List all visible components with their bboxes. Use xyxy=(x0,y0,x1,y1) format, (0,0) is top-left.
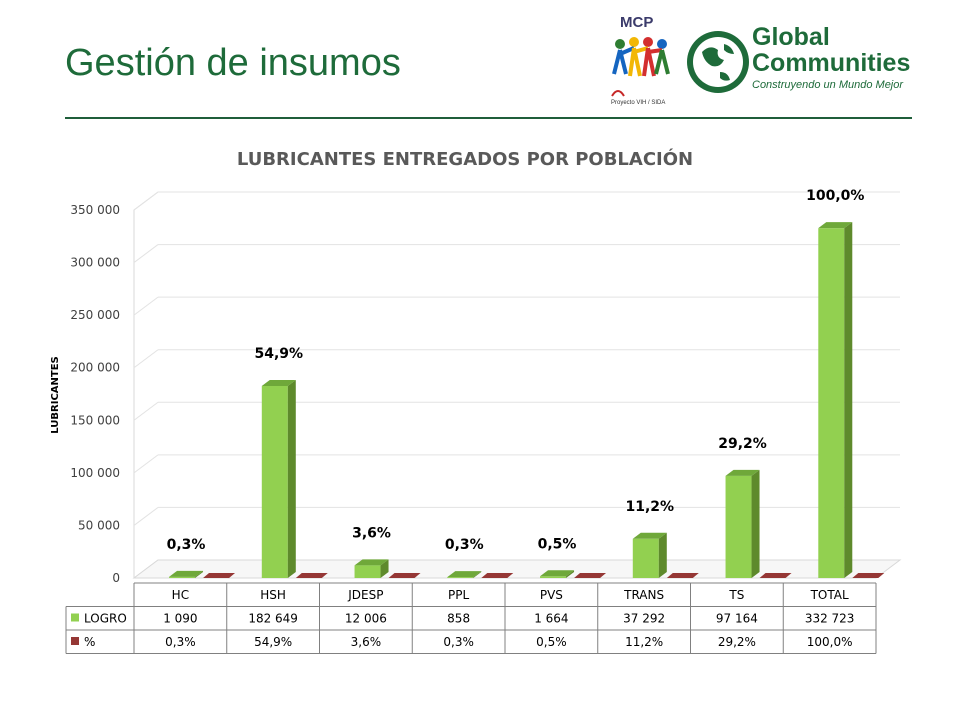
data-label: 0,3% xyxy=(167,537,206,553)
y-tick-label: 100 000 xyxy=(70,466,120,480)
y-tick-label: 0 xyxy=(112,571,120,585)
legend-label-logro: LOGRO xyxy=(84,612,127,626)
bar-logro-top xyxy=(169,570,204,577)
bar-logro-top xyxy=(725,469,760,476)
chart-title: LUBRICANTES ENTREGADOS POR POBLACIÓN xyxy=(237,148,693,170)
table-cell-logro: 37 292 xyxy=(623,612,665,626)
gridline-side xyxy=(133,507,159,526)
mcp-logo-text: MCP xyxy=(620,14,654,31)
y-tick-label: 250 000 xyxy=(70,308,120,322)
table-cell-logro: 332 723 xyxy=(805,612,855,626)
title-divider xyxy=(65,117,912,119)
bar-logro-side xyxy=(844,222,853,578)
y-tick-label: 150 000 xyxy=(70,413,120,427)
x-tick-label: TRANS xyxy=(623,588,664,602)
gridline-side xyxy=(133,349,159,369)
x-tick-label: TOTAL xyxy=(810,588,849,602)
table-cell-pct: 0,5% xyxy=(536,635,567,649)
table-cell-pct: 11,2% xyxy=(625,635,663,649)
bar-logro-side xyxy=(751,469,760,578)
data-label: 29,2% xyxy=(718,436,767,452)
bar-pct xyxy=(574,573,607,578)
bar-logro xyxy=(354,565,381,578)
y-tick-label: 300 000 xyxy=(70,256,120,270)
bar-logro-top xyxy=(818,222,853,229)
y-tick-label: 50 000 xyxy=(78,518,120,532)
bar-logro-top xyxy=(447,571,482,578)
bar-logro-side xyxy=(473,571,482,578)
x-tick-label: PPL xyxy=(448,588,469,602)
bar-pct xyxy=(295,573,328,578)
bar-logro xyxy=(261,385,288,578)
bar-logro-top xyxy=(540,570,575,577)
gridline-side xyxy=(133,454,159,474)
y-tick-label: 200 000 xyxy=(70,361,120,375)
bar-logro xyxy=(169,576,196,578)
gridline-side xyxy=(133,401,159,421)
bar-logro xyxy=(725,475,752,578)
data-label: 100,0% xyxy=(806,188,864,204)
bar-logro xyxy=(540,576,567,578)
table-cell-pct: 0,3% xyxy=(443,635,474,649)
table-cell-logro: 1 090 xyxy=(163,612,197,626)
mcp-figures-icon xyxy=(611,37,670,97)
data-label: 11,2% xyxy=(626,499,675,515)
bar-logro-top xyxy=(261,379,296,386)
bar-pct xyxy=(666,573,699,578)
x-tick-label: HSH xyxy=(260,588,286,602)
legend-swatch-logro xyxy=(71,613,79,622)
data-label: 54,9% xyxy=(255,346,304,362)
bar-logro xyxy=(632,538,659,578)
bar-logro-side xyxy=(195,570,204,578)
global-communities-tagline: Construyendo un Mundo Mejor xyxy=(752,79,904,91)
y-axis-label: LUBRICANTES xyxy=(50,356,61,433)
table-cell-pct: 29,2% xyxy=(718,635,756,649)
chart-left-wall xyxy=(133,191,159,578)
table-cell-pct: 54,9% xyxy=(254,635,292,649)
bar-logro-top xyxy=(354,559,389,566)
bar-logro-side xyxy=(566,570,575,578)
x-tick-label: PVS xyxy=(540,588,563,602)
table-cell-pct: 3,6% xyxy=(351,635,382,649)
table-cell-pct: 0,3% xyxy=(165,635,196,649)
gridline-side xyxy=(133,296,159,316)
gridline-side xyxy=(133,191,159,211)
table-cell-pct: 100,0% xyxy=(807,635,853,649)
table-cell-logro: 1 664 xyxy=(534,612,568,626)
bar-pct xyxy=(203,573,236,578)
bar-pct xyxy=(388,573,421,578)
global-communities-line2: Communities xyxy=(752,49,911,77)
bar-logro xyxy=(447,577,474,578)
page-title: Gestión de insumos xyxy=(65,42,401,84)
bar-logro xyxy=(818,228,845,578)
bar-pct xyxy=(759,573,792,578)
data-label: 0,3% xyxy=(445,537,484,553)
globe-icon xyxy=(687,31,749,93)
x-tick-label: TS xyxy=(728,588,744,602)
bar-logro-side xyxy=(287,379,296,578)
bar-pct xyxy=(852,573,885,578)
bar-pct xyxy=(481,573,514,578)
global-communities-line1: Global xyxy=(752,23,830,51)
table-cell-logro: 12 006 xyxy=(345,612,387,626)
table-cell-logro: 97 164 xyxy=(716,612,758,626)
table-cell-logro: 182 649 xyxy=(248,612,298,626)
x-tick-label: JDESP xyxy=(347,588,383,602)
data-label: 3,6% xyxy=(352,525,391,541)
x-tick-label: HC xyxy=(172,588,189,602)
data-label: 0,5% xyxy=(538,536,577,552)
bar-logro-side xyxy=(380,559,389,578)
legend-label-pct: % xyxy=(84,635,95,649)
bar-logro-side xyxy=(658,532,667,578)
bar-logro-top xyxy=(632,532,667,539)
table-cell-logro: 858 xyxy=(447,612,470,626)
y-tick-label: 350 000 xyxy=(70,203,120,217)
legend-swatch-pct xyxy=(71,637,79,645)
gridline-side xyxy=(133,244,159,263)
mcp-logo-subtitle: Proyecto VIH / SIDA xyxy=(611,100,666,106)
